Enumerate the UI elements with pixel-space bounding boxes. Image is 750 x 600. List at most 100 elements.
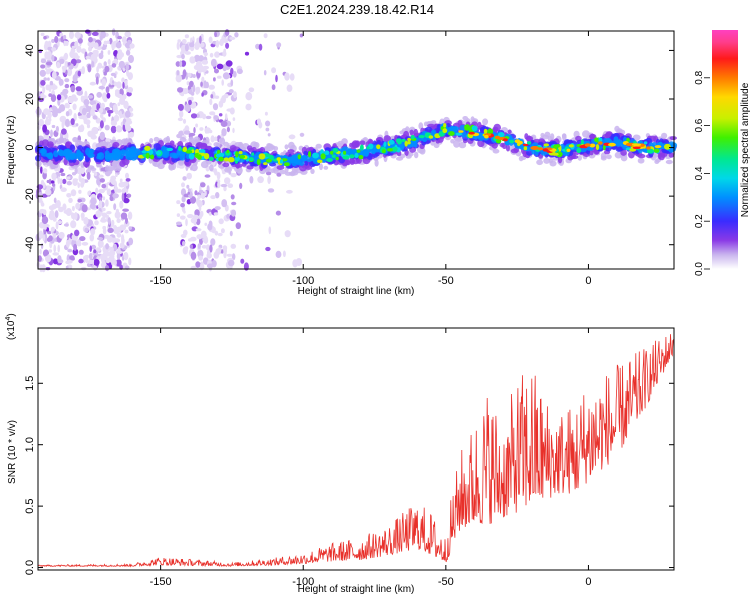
- heatmap-noise-dot: [50, 180, 55, 184]
- heatmap-peak-dot: [629, 148, 637, 152]
- heatmap-noise-dot: [102, 94, 108, 103]
- heatmap-noise-dot: [196, 234, 203, 240]
- heatmap-noise-dot: [81, 204, 88, 213]
- heatmap-ridge-dot: [163, 137, 170, 144]
- heatmap-noise-dot: [127, 86, 134, 93]
- heatmap-noise-dot: [117, 246, 121, 254]
- heatmap-noise-dot: [179, 215, 186, 220]
- spectrogram-x-ticks: -150 -100 -50 0: [150, 31, 592, 287]
- heatmap-noise-dot: [184, 51, 191, 55]
- heatmap-noise-dot: [209, 244, 213, 253]
- heatmap-noise-dot: [111, 28, 116, 36]
- heatmap-noise-dot: [90, 197, 97, 205]
- heatmap-ridge-dot: [58, 136, 65, 144]
- heatmap-noise-dot: [62, 178, 67, 185]
- heatmap-ridge-dot: [550, 133, 555, 141]
- heatmap-ridge-dot: [216, 142, 221, 148]
- heatmap-noise-dot: [268, 226, 272, 235]
- heatmap-noise-dot: [217, 75, 222, 79]
- heatmap-peak-dot: [495, 139, 502, 144]
- heatmap-peak-dot: [509, 139, 515, 144]
- heatmap-noise-dot: [225, 60, 233, 67]
- heatmap-noise-dot: [232, 71, 237, 78]
- heatmap-peak-dot: [376, 144, 381, 150]
- heatmap-noise-dot: [104, 170, 111, 177]
- heatmap-peak-dot: [597, 137, 603, 142]
- heatmap-noise-dot: [181, 182, 185, 188]
- heatmap-noise-dot: [257, 176, 264, 184]
- heatmap-noise-dot: [74, 167, 78, 175]
- heatmap-ridge-dot: [125, 154, 134, 160]
- heatmap-peak-dot: [386, 148, 394, 152]
- heatmap-noise-dot: [101, 183, 107, 189]
- heatmap-noise-dot: [195, 60, 203, 70]
- heatmap-noise-dot: [93, 258, 100, 266]
- heatmap-noise-dot: [239, 182, 243, 189]
- heatmap-noise-dot: [117, 49, 123, 55]
- heatmap-peak-dot: [343, 150, 347, 155]
- heatmap-peak-dot: [249, 157, 254, 162]
- heatmap-ridge-dot: [614, 151, 623, 159]
- heatmap-noise-dot: [289, 73, 295, 81]
- heatmap-noise-dot: [78, 249, 84, 255]
- heatmap-noise-dot: [48, 205, 56, 211]
- heatmap-noise-dot: [107, 227, 114, 233]
- heatmap-noise-dot: [125, 63, 129, 71]
- heatmap-peak-dot: [568, 144, 574, 148]
- heatmap-noise-dot: [220, 120, 228, 127]
- heatmap-ridge-dot: [86, 165, 95, 170]
- heatmap-noise-dot: [40, 166, 43, 174]
- heatmap-noise-dot: [97, 62, 103, 69]
- heatmap-noise-dot: [59, 115, 67, 123]
- heatmap-noise-dot: [181, 39, 187, 44]
- heatmap-noise-dot: [52, 252, 59, 256]
- heatmap-peak-dot: [643, 141, 648, 145]
- x-tick-label: 0: [585, 576, 591, 588]
- heatmap-noise-dot: [105, 265, 110, 272]
- heatmap-noise-dot: [93, 51, 99, 59]
- heatmap-peak-dot: [331, 154, 336, 158]
- heatmap-noise-dot: [35, 107, 42, 116]
- heatmap-noise-dot: [286, 84, 293, 92]
- heatmap-ridge-dot: [149, 138, 154, 144]
- heatmap-noise-dot: [128, 237, 134, 246]
- heatmap-peak-dot: [410, 135, 415, 140]
- heatmap-noise-dot: [265, 171, 272, 176]
- heatmap-noise-dot: [65, 111, 70, 117]
- heatmap-noise-dot: [202, 113, 207, 120]
- heatmap-noise-dot: [197, 86, 201, 94]
- heatmap-noise-dot: [71, 212, 74, 220]
- heatmap-noise-dot: [195, 261, 201, 268]
- heatmap-noise-dot: [127, 72, 133, 81]
- heatmap-noise-dot: [235, 222, 241, 230]
- heatmap-noise-dot: [101, 207, 106, 212]
- heatmap-noise-dot: [40, 243, 44, 250]
- heatmap-noise-dot: [101, 212, 105, 217]
- heatmap-noise-dot: [51, 183, 56, 187]
- heatmap-noise-dot: [63, 40, 67, 47]
- heatmap-ridge-dot: [222, 162, 230, 168]
- heatmap-noise-dot: [51, 71, 57, 80]
- heatmap-noise-dot: [121, 36, 127, 44]
- heatmap-peak-dot: [203, 153, 210, 160]
- heatmap-noise-dot: [91, 59, 95, 68]
- heatmap-peak-dot: [556, 151, 563, 158]
- heatmap-peak-dot: [443, 123, 447, 128]
- heatmap-noise-dot: [40, 93, 43, 100]
- heatmap-peak-dot: [391, 146, 398, 152]
- heatmap-noise-dot: [112, 193, 119, 199]
- heatmap-noise-dot: [201, 92, 204, 97]
- heatmap-hot-dot: [654, 145, 662, 149]
- heatmap-noise-dot: [233, 91, 237, 99]
- heatmap-noise-dot: [217, 180, 220, 189]
- heatmap-noise-dot: [54, 202, 58, 209]
- heatmap-ridge-dot: [57, 145, 64, 150]
- heatmap-peak-dot: [360, 144, 364, 151]
- heatmap-noise-dot: [121, 234, 125, 242]
- heatmap-noise-dot: [117, 35, 122, 40]
- snr-scale-close: ): [6, 313, 17, 316]
- heatmap-peak-dot: [498, 132, 505, 138]
- heatmap-noise-dot: [87, 190, 91, 196]
- heatmap-peak-dot: [653, 148, 660, 153]
- y-tick-label: 0: [24, 145, 36, 151]
